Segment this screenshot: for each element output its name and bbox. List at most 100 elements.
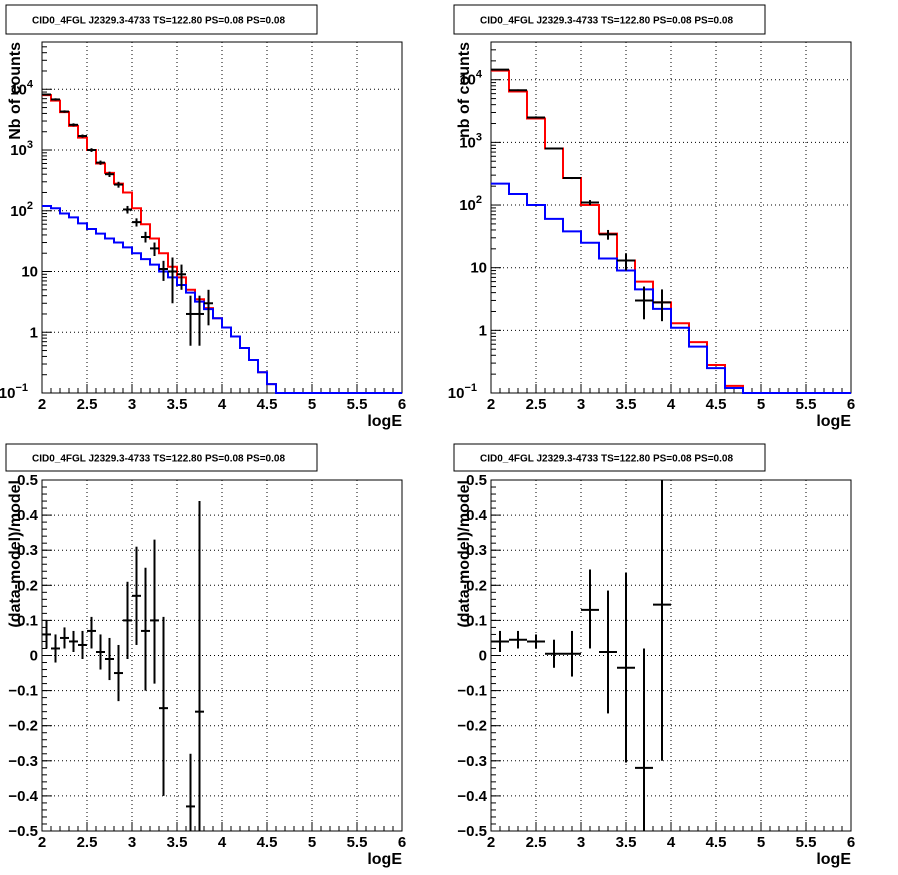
y-tick-label: −0.5	[8, 823, 38, 840]
data-point	[123, 581, 132, 660]
y-tick-exponent: 2	[476, 194, 482, 206]
x-axis-title: logE	[816, 851, 851, 868]
data-point	[527, 116, 545, 119]
data-point	[168, 257, 177, 304]
chart-panel-bottom-left: CID0_4FGL J2329.3-4733 TS=122.80 PS=0.08…	[5, 443, 406, 868]
y-tick-label: −0.4	[8, 788, 38, 805]
x-tick-label: 2	[487, 396, 495, 413]
y-tick-base: 10	[459, 197, 476, 214]
x-tick-label: 5.5	[347, 396, 368, 413]
data-point	[60, 627, 69, 649]
data-point	[527, 634, 545, 649]
data-point	[159, 260, 168, 281]
data-point	[159, 616, 168, 796]
y-tick-base: 1	[30, 324, 38, 341]
chart-panel-bottom-right: CID0_4FGL J2329.3-4733 TS=122.80 PS=0.08…	[453, 443, 855, 868]
y-tick-exponent: −1	[15, 382, 28, 394]
data-point	[563, 630, 581, 677]
y-tick-label: 0.3	[17, 542, 38, 559]
data-point	[42, 93, 51, 96]
x-axis: 2 2.5 3 3.5 4 4.5 5 5.5 6	[487, 42, 855, 413]
data-point	[509, 630, 527, 649]
data-point	[60, 110, 69, 113]
plot-frame	[41, 41, 403, 394]
data-point	[635, 286, 653, 320]
title-box: CID0_4FGL J2329.3-4733 TS=122.80 PS=0.08…	[5, 443, 318, 472]
y-tick-base: 10	[10, 142, 27, 159]
y-axis-title: nb of counts	[456, 42, 473, 138]
x-axis: 2 2.5 3 3.5 4 4.5 5 5.5 6	[38, 42, 406, 413]
data-point	[51, 98, 60, 101]
y-tick-base: 10	[459, 72, 476, 89]
chart-title: CID0_4FGL J2329.3-4733 TS=122.80 PS=0.08…	[32, 16, 285, 27]
data-point	[123, 205, 132, 214]
data-point	[150, 242, 159, 257]
data-point	[150, 539, 159, 684]
x-tick-label: 3.5	[167, 396, 188, 413]
y-tick-base: 10	[0, 385, 15, 402]
data-point	[114, 644, 123, 702]
data-point	[545, 147, 563, 150]
x-tick-label: 5	[757, 396, 765, 413]
data-point	[599, 229, 617, 240]
x-tick-label: 4	[667, 396, 676, 413]
y-axis: −0.5 −0.4 −0.3 −0.2 −0.1 0 0.1 0.2 0.3 0.4 0.5	[8, 472, 402, 840]
y-tick-label: 102	[10, 200, 33, 220]
y-tick-base: 10	[21, 264, 38, 281]
data-point	[78, 630, 87, 660]
x-tick-label: 3	[577, 396, 585, 413]
y-tick-label: 104	[10, 78, 34, 98]
y-tick-label: −0.2	[457, 718, 487, 735]
y-tick-label: 0.2	[466, 577, 487, 594]
data-point	[509, 89, 527, 92]
title-box: CID0_4FGL J2329.3-4733 TS=122.80 PS=0.08…	[453, 443, 766, 472]
chart-panel-top-right: CID0_4FGL J2329.3-4733 TS=122.80 PS=0.08…	[448, 4, 855, 430]
y-axis-title: (data-model)/model	[456, 480, 473, 628]
y-tick-label: 0.4	[17, 507, 39, 524]
data-point	[42, 620, 51, 649]
model-histogram-red	[42, 94, 402, 394]
y-tick-label: 102	[459, 194, 482, 214]
x-tick-label: 5	[757, 834, 765, 851]
data-point	[635, 648, 653, 831]
y-tick-label: 0.5	[17, 472, 38, 489]
y-tick-label: −0.4	[457, 788, 487, 805]
y-tick-exponent: 4	[27, 78, 34, 90]
x-tick-label: 2.5	[77, 396, 98, 413]
plot-frame	[41, 479, 403, 832]
y-tick-base: 10	[459, 134, 476, 151]
y-tick-label: −0.2	[8, 718, 38, 735]
x-tick-label: 4	[218, 834, 227, 851]
y-tick-base: 10	[10, 81, 27, 98]
y-tick-label: −0.1	[8, 683, 38, 700]
x-tick-label: 2	[38, 396, 46, 413]
title-box: CID0_4FGL J2329.3-4733 TS=122.80 PS=0.08…	[453, 4, 766, 35]
x-tick-label: 5	[308, 396, 316, 413]
data-point	[195, 295, 204, 346]
data-point	[491, 68, 509, 71]
x-tick-label: 5.5	[796, 834, 817, 851]
y-tick-base: 10	[10, 203, 27, 220]
data-point	[87, 148, 96, 152]
data-point	[581, 200, 599, 206]
x-tick-label: 2.5	[526, 396, 547, 413]
y-tick-label: 104	[459, 69, 483, 89]
model-histogram-blue	[42, 204, 402, 394]
x-tick-label: 4	[667, 834, 676, 851]
x-tick-label: 3	[128, 396, 136, 413]
data-point	[105, 637, 114, 681]
x-tick-label: 5	[308, 834, 316, 851]
data-point	[87, 616, 96, 649]
data-points	[491, 480, 671, 831]
data-point	[78, 134, 87, 138]
x-axis-title: logE	[367, 851, 402, 868]
data-point	[96, 634, 105, 670]
y-tick-base: 10	[470, 260, 487, 277]
y-axis-title: Nb of counts	[7, 42, 24, 140]
y-tick-label: 10	[470, 260, 487, 277]
data-points	[42, 501, 204, 831]
data-point	[617, 573, 635, 763]
y-tick-label: 103	[10, 139, 33, 159]
x-tick-label: 2.5	[526, 834, 547, 851]
